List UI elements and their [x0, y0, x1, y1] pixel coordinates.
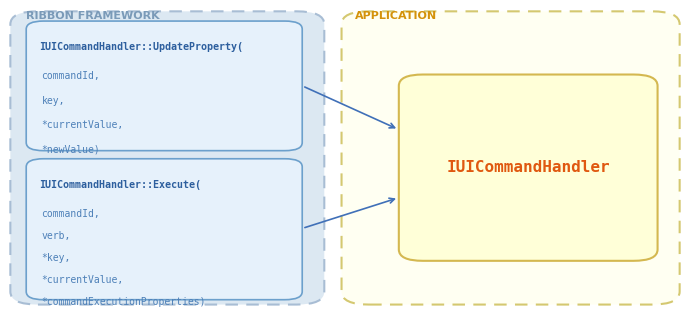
- Text: IUICommandHandler::UpdateProperty(: IUICommandHandler::UpdateProperty(: [39, 42, 243, 52]
- Text: *commandExecutionProperties): *commandExecutionProperties): [41, 297, 206, 307]
- Text: *key,: *key,: [41, 253, 71, 263]
- Text: commandId,: commandId,: [41, 209, 100, 219]
- Text: IUICommandHandler: IUICommandHandler: [446, 160, 610, 175]
- FancyBboxPatch shape: [399, 75, 658, 261]
- Text: *currentValue,: *currentValue,: [41, 120, 124, 130]
- Text: *currentValue,: *currentValue,: [41, 275, 124, 285]
- Text: key,: key,: [41, 96, 65, 106]
- FancyBboxPatch shape: [10, 11, 324, 305]
- Text: RIBBON FRAMEWORK: RIBBON FRAMEWORK: [26, 11, 160, 21]
- Text: *newValue): *newValue): [41, 144, 100, 154]
- FancyBboxPatch shape: [26, 21, 302, 151]
- Text: verb,: verb,: [41, 231, 71, 241]
- FancyBboxPatch shape: [342, 11, 680, 305]
- Text: APPLICATION: APPLICATION: [355, 11, 437, 21]
- FancyBboxPatch shape: [26, 159, 302, 300]
- Text: IUICommandHandler::Execute(: IUICommandHandler::Execute(: [39, 180, 201, 190]
- Text: commandId,: commandId,: [41, 71, 100, 81]
